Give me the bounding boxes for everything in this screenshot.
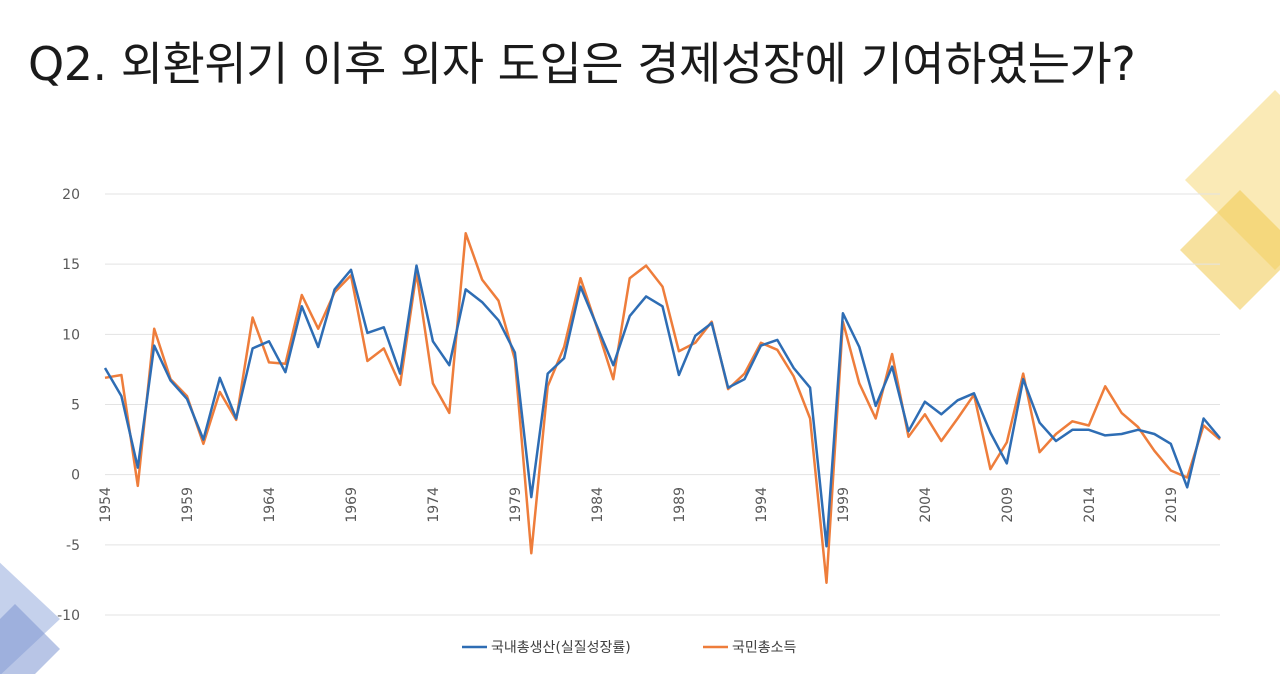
y-tick-label: -5 (66, 538, 80, 554)
x-tick-label: 1979 (508, 487, 524, 523)
series-line-gni (104, 232, 1221, 584)
y-tick-label: 0 (71, 468, 80, 484)
x-axis-ticks: 1954 1959 1964 1969 1974 1979 1984 1989 1994 1999… (98, 487, 1180, 523)
y-tick-label: 15 (62, 257, 80, 273)
y-tick-label: 10 (62, 327, 80, 343)
y-axis-ticks: -10 -5 0 5 10 15 20 (57, 187, 80, 624)
x-tick-label: 1984 (590, 487, 606, 523)
x-tick-label: 1969 (344, 487, 360, 523)
x-tick-label: 1974 (426, 487, 442, 523)
legend-label-gni: 국민총소득 (732, 640, 797, 656)
x-tick-label: 2014 (1082, 487, 1098, 523)
page-title: Q2. 외환위기 이후 외자 도입은 경제성장에 기여하였는가? (28, 37, 1136, 91)
series-line-gdp (103, 264, 1221, 548)
y-tick-label: 20 (62, 187, 80, 203)
decorative-diamonds-top-right (1180, 90, 1280, 310)
x-tick-label: 1959 (180, 487, 196, 523)
deco-diamond-small (0, 604, 60, 674)
series-lines (103, 232, 1221, 584)
x-tick-label: 1954 (98, 487, 114, 523)
legend-label-gdp: 국내총생산(실질성장률) (491, 640, 631, 656)
deco-diamond-small (1180, 190, 1280, 310)
legend: 국내총생산(실질성장률) 국민총소득 (462, 640, 797, 656)
x-tick-label: 2019 (1164, 487, 1180, 523)
y-tick-label: -10 (57, 608, 80, 624)
x-tick-label: 2004 (918, 487, 934, 523)
y-tick-label: 5 (71, 398, 80, 414)
x-tick-label: 1989 (672, 487, 688, 523)
x-tick-label: 2009 (1000, 487, 1016, 523)
x-tick-label: 1999 (836, 487, 852, 523)
x-tick-label: 1994 (754, 487, 770, 523)
x-tick-label: 1964 (262, 487, 278, 523)
decorative-diamonds-bottom-left (0, 562, 60, 674)
grid-lines (105, 193, 1220, 616)
